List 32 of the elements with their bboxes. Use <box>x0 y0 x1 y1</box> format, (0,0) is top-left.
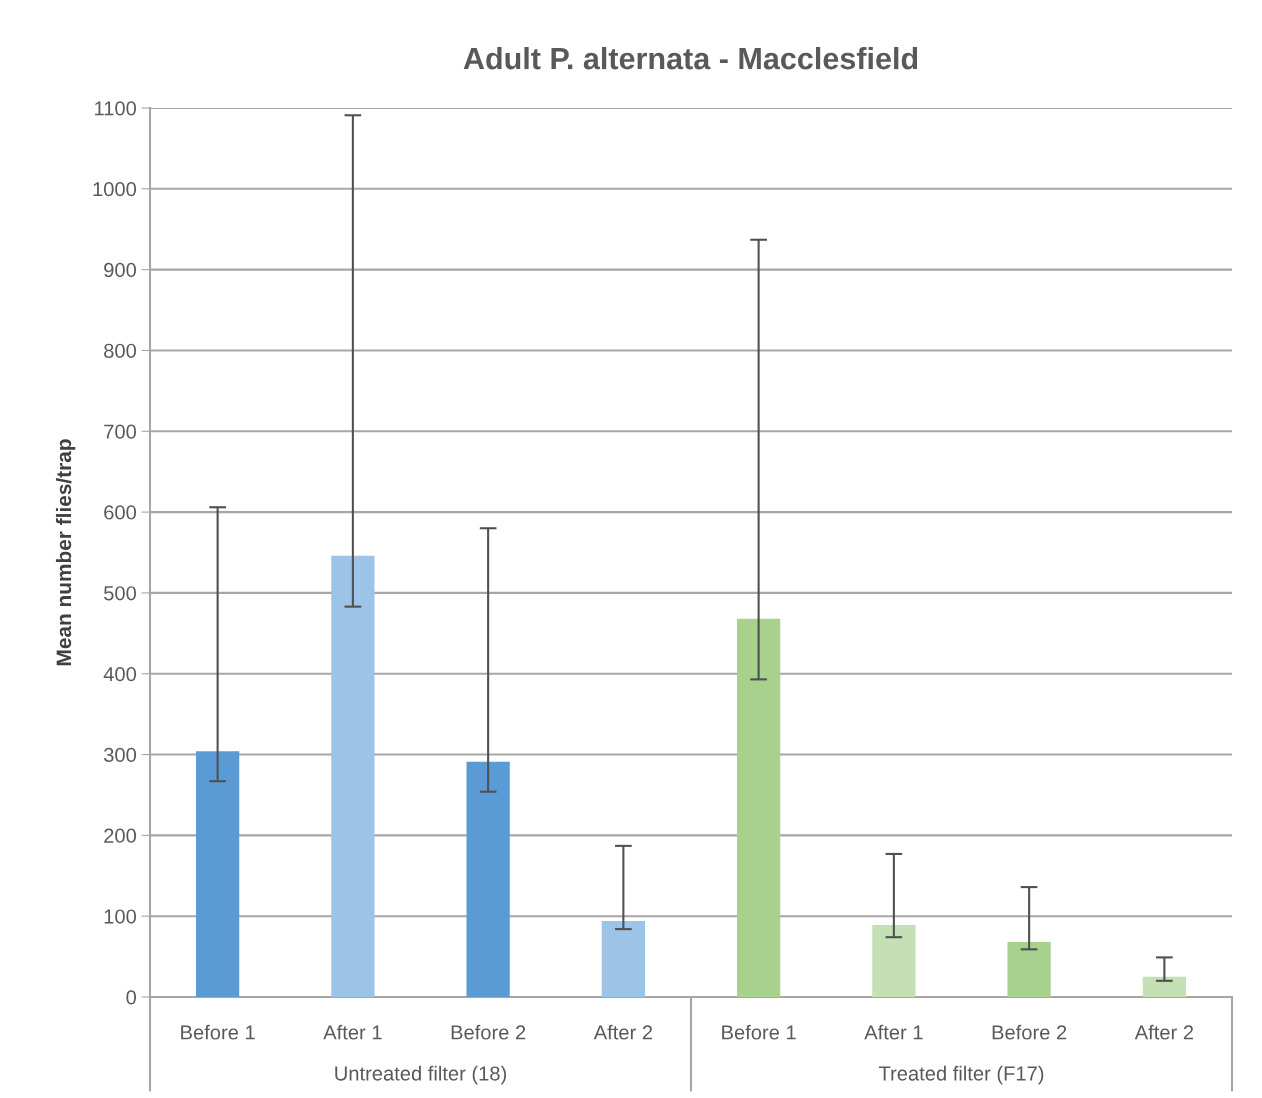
y-tick-label: 400 <box>103 666 137 682</box>
bar <box>466 761 510 997</box>
y-tick-label: 700 <box>104 424 137 439</box>
bar <box>736 618 781 997</box>
y-tick-label: 900 <box>104 262 137 278</box>
x-tick-label: Before 2 <box>992 1024 1067 1040</box>
bar <box>1007 942 1051 997</box>
x-tick-label: After 2 <box>593 1024 653 1040</box>
y-tick-label: 1100 <box>95 101 137 116</box>
bar <box>601 921 646 997</box>
x-tick-label: Before 1 <box>722 1024 796 1040</box>
y-axis-title: Mean number flies/trap <box>55 439 76 666</box>
y-tick-label: 1000 <box>93 182 137 197</box>
y-tick-label: 500 <box>104 586 137 601</box>
x-tick-label: After 2 <box>1134 1024 1194 1040</box>
x-tick-label: Before 1 <box>181 1024 255 1040</box>
y-tick-label: 200 <box>104 828 137 843</box>
text: Untreated filter (18) <box>335 1065 506 1085</box>
bar <box>195 751 240 997</box>
bar <box>331 555 375 997</box>
x-tick-label: Before 2 <box>451 1024 526 1040</box>
y-tick-label: 0 <box>126 990 137 1005</box>
bar <box>872 925 916 997</box>
y-tick-label: 300 <box>103 747 137 763</box>
bar <box>1142 976 1187 997</box>
y-tick-label: 600 <box>104 505 137 520</box>
x-tick-label: After 1 <box>864 1024 923 1040</box>
chart-title: Adult P. alternata - Macclesfield <box>463 46 918 70</box>
y-tick-label: 100 <box>104 909 137 924</box>
x-tick-label: After 1 <box>323 1024 382 1040</box>
y-tick-label: 800 <box>104 343 137 358</box>
text: Treated filter (F17) <box>878 1065 1044 1085</box>
